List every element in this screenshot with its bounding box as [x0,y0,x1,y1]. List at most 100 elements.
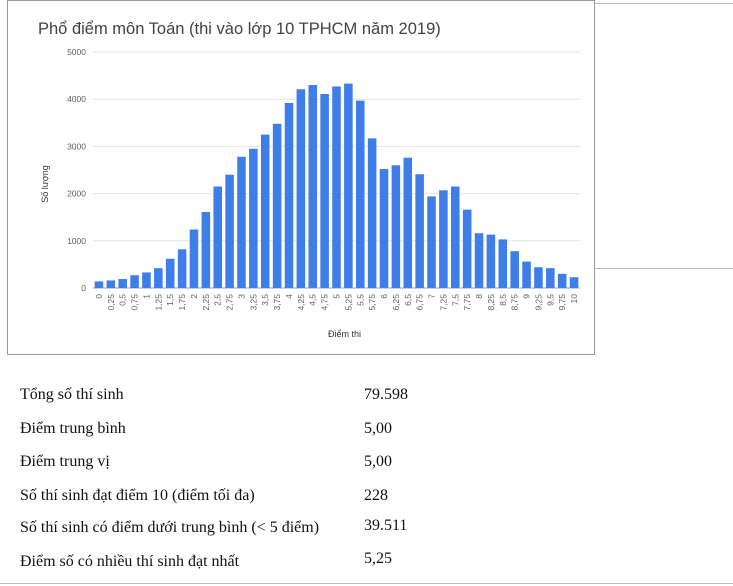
bar [510,251,519,288]
stat-value: 5,00 [364,453,392,470]
x-tick-label: 9,25 [533,294,543,311]
x-tick-label: 8,25 [486,294,496,311]
x-tick-label: 8,75 [510,294,520,311]
bar [154,268,163,288]
x-tick-label: 2,5 [213,294,223,306]
bar [249,148,258,288]
stat-value: 228 [364,487,388,504]
x-tick-label: 6 [379,294,389,299]
stat-value: 5,00 [364,420,392,437]
x-tick-label: 0,5 [118,294,128,306]
y-axis-title: Số lượng [40,165,50,202]
chart-title: Phổ điểm môn Toán (thi vào lớp 10 TPHCM … [38,20,441,38]
y-tick-label: 1000 [67,236,86,246]
bar [344,83,353,289]
x-tick-label: 4,75 [320,294,330,311]
stat-value: 79.598 [364,386,408,403]
x-tick-label: 1,75 [177,294,187,311]
bar [165,258,175,288]
x-tick-label: 4,25 [296,294,306,311]
right-edge-divider [595,268,733,269]
x-tick-label: 9,75 [557,294,567,311]
histogram-chart: Phổ điểm môn Toán (thi vào lớp 10 TPHCM … [38,20,580,339]
x-tick-label: 6,25 [391,294,401,311]
bar [201,212,211,288]
stat-value: 39.511 [364,517,408,534]
bar [391,165,401,288]
stat-value: 5,25 [364,550,392,567]
x-tick-label: 0,25 [106,294,116,311]
bar [534,267,543,288]
bar [451,186,460,288]
x-tick-label: 1 [141,294,151,299]
x-tick-label: 7 [427,294,437,299]
y-tick-label: 0 [81,283,86,293]
stat-label: Số thí sinh có điểm dưới trung bình (< 5… [20,519,320,536]
x-tick-label: 4,5 [308,294,318,306]
x-tick-label: 0 [94,294,104,299]
bar [213,186,222,288]
bar [569,277,579,288]
x-tick-label: 6,75 [415,294,425,311]
bar [260,134,270,288]
x-tick-label: 1,25 [153,294,163,311]
x-tick-label: 5 [332,294,342,299]
x-tick-label: 3 [236,294,246,299]
x-tick-label: 7,5 [450,294,460,306]
bar [237,156,246,288]
x-tick-label: 3,25 [248,294,258,311]
x-tick-label: 3,5 [260,294,270,306]
bar [546,268,555,288]
x-tick-label: 2,25 [201,294,211,311]
x-tick-label: 8,5 [498,294,508,306]
bar [142,272,151,288]
x-tick-label: 3,75 [272,294,282,311]
stat-label: Tổng số thí sinh [20,386,124,403]
x-tick-label: 5,75 [367,294,377,311]
x-tick-label: 5,25 [343,294,353,311]
bar [403,157,413,288]
y-tick-labels: 0 1000 2000 3000 4000 5000 [67,47,86,293]
y-tick-label: 4000 [67,94,86,104]
stat-label: Điểm trung bình [20,420,126,437]
x-tick-label: 2 [189,294,199,299]
bar [332,86,341,289]
bar [94,281,104,288]
bar [272,123,282,288]
right-edge-divider [595,3,733,4]
chart-bars [94,83,579,289]
y-tick-label: 2000 [67,189,86,199]
bar [189,229,199,288]
bar [439,190,448,288]
x-tick-labels: 0 0,25 0,5 0,75 1 1,25 1,5 1,75 2 2,25 2,5 2,75 3 3,2… [94,294,579,311]
bar [320,94,329,289]
x-tick-label: 1,5 [165,294,175,306]
bar [474,233,484,288]
x-tick-label: 0,75 [130,294,140,311]
bar [462,209,472,288]
bar [498,239,508,288]
chart-frame: Phổ điểm môn Toán (thi vào lớp 10 TPHCM … [7,0,595,355]
y-tick-label: 5000 [67,47,86,57]
x-tick-label: 4 [284,294,294,299]
x-tick-label: 6,5 [403,294,413,306]
x-tick-label: 9 [522,294,532,299]
bar [308,85,318,288]
bar [367,138,377,288]
bar [355,100,365,288]
bar [415,174,424,288]
bar [130,275,139,288]
bar [427,196,436,288]
x-tick-label: 8 [474,294,484,299]
bar [284,102,294,288]
bar [177,249,187,288]
bar [522,261,531,288]
x-tick-label: 7,75 [462,294,472,311]
bar [118,279,127,288]
x-tick-label: 9,5 [545,294,555,306]
bar [106,280,116,288]
bar [557,273,567,288]
stat-label: Điểm số có nhiều thí sinh đạt nhất [20,553,240,570]
y-tick-label: 3000 [67,141,86,151]
x-tick-label: 5,5 [355,294,365,306]
